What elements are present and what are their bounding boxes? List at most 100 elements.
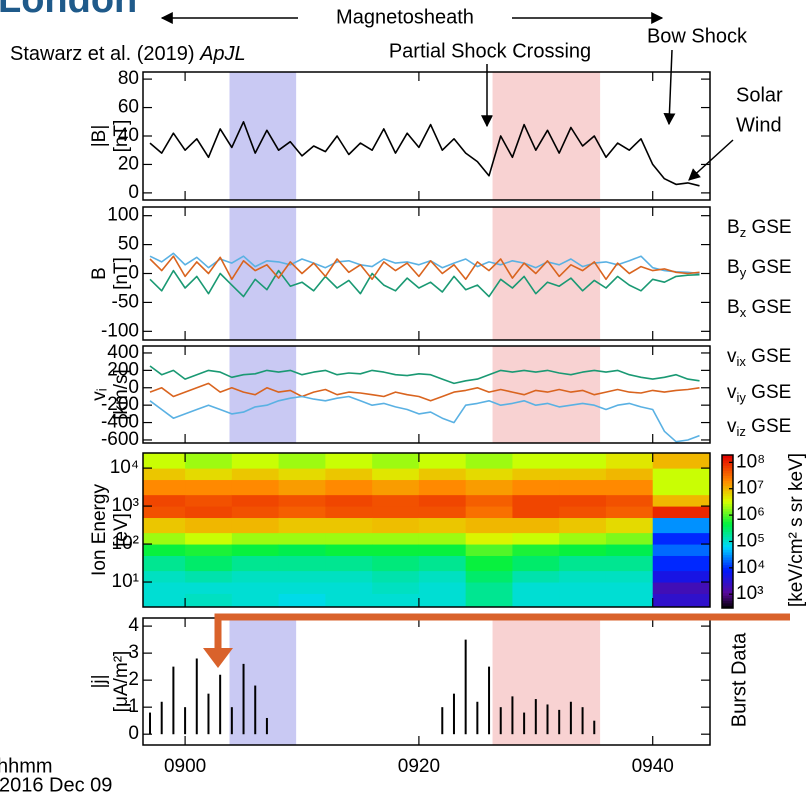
spectrogram-cell <box>185 453 233 469</box>
y-axis-label: [eV] <box>111 513 132 547</box>
y-tick-label: 4 <box>128 615 139 636</box>
y-tick-label: 40 <box>118 125 139 146</box>
y-tick-label: 2 <box>128 669 139 690</box>
spectrogram-cell <box>231 517 280 534</box>
spectrogram-cell <box>465 532 513 545</box>
spectrogram-cell <box>512 532 560 545</box>
x-tick-label: 0940 <box>632 756 674 777</box>
y-axis-label: [nT] <box>111 257 132 290</box>
spectrogram-cell <box>185 544 233 556</box>
spectrogram-cell <box>325 582 373 594</box>
panel <box>149 72 700 200</box>
series-line <box>149 395 700 443</box>
colorbar-swatch <box>722 559 733 563</box>
spectrogram-cell <box>652 582 710 594</box>
y-tick-label: 0 <box>128 263 139 284</box>
spectrogram-cell <box>372 532 420 545</box>
spectrogram-cell <box>605 468 654 481</box>
colorbar-swatch <box>722 508 733 512</box>
spectrogram-cell <box>278 593 326 607</box>
spectrogram-cell <box>605 544 654 556</box>
colorbar-swatch <box>722 562 733 566</box>
spectrogram-cell <box>143 532 186 545</box>
colorbar-swatch <box>722 585 733 589</box>
spectrogram-cell <box>231 479 280 496</box>
spectrogram-cell <box>325 494 373 507</box>
annotation-arrow <box>663 49 676 126</box>
spectrogram-cell <box>652 544 710 556</box>
annotation: Wind <box>736 114 782 136</box>
colorbar-swatch <box>722 577 733 581</box>
colorbar-swatch <box>722 462 733 466</box>
colorbar-swatch <box>722 485 733 489</box>
colorbar-tick-label: 10⁸ <box>736 451 765 472</box>
spectrogram-cell <box>512 479 560 496</box>
y-axis-label: [nT] <box>111 120 132 153</box>
colorbar-swatch <box>722 579 733 583</box>
spectrogram-cell <box>372 544 420 556</box>
spectrogram-cell <box>418 517 467 534</box>
colorbar-swatch <box>722 493 733 497</box>
spectrogram-cell <box>465 555 513 572</box>
spectrogram-cell <box>418 570 467 583</box>
colorbar-swatch <box>722 592 733 596</box>
spectrogram-cell <box>325 555 373 572</box>
colorbar-swatch <box>722 546 733 550</box>
spectrogram-cell <box>143 555 186 572</box>
spectrogram-cell <box>418 593 467 607</box>
legend-entry: viz GSE <box>727 416 791 439</box>
spectrogram-cell <box>143 570 186 583</box>
spectrogram-cell <box>325 517 373 534</box>
spectrogram-cell <box>418 582 467 594</box>
colorbar-swatch <box>722 500 733 504</box>
spectrogram-cell <box>418 506 467 519</box>
spectrogram-cell <box>512 582 560 594</box>
spectrogram-cell <box>418 479 467 496</box>
annotation: Bow Shock <box>647 25 748 47</box>
spectrogram-cell <box>512 517 560 534</box>
x-axis-label: hhmm <box>0 755 53 777</box>
colorbar-swatch <box>722 455 733 459</box>
spectrogram-cell <box>559 582 607 594</box>
spectrogram-cell <box>605 570 654 583</box>
spectrogram-cell <box>278 555 326 572</box>
spectrogram-cell <box>465 479 513 496</box>
y-tick-label: 100 <box>107 205 139 226</box>
spectrogram-cell <box>372 468 420 481</box>
x-tick-label: 0920 <box>398 756 440 777</box>
spectrogram-cell <box>652 453 710 469</box>
spectrogram-cell <box>652 570 710 583</box>
colorbar-swatch <box>722 549 733 553</box>
colorbar-swatch <box>722 572 733 576</box>
spectrogram-cell <box>278 517 326 534</box>
spectrogram-cell <box>418 453 467 469</box>
colorbar-swatch <box>722 600 733 604</box>
y-tick-label: -50 <box>112 291 139 312</box>
legend-entry: viy GSE <box>727 382 791 405</box>
colorbar-swatch <box>722 554 733 558</box>
colorbar-swatch <box>722 536 733 540</box>
panel <box>229 618 601 745</box>
y-tick-label: -400 <box>101 412 139 433</box>
spectrogram-cell <box>652 593 710 607</box>
colorbar-swatch <box>722 551 733 555</box>
highlight <box>229 72 297 200</box>
spectrogram-cell <box>231 570 280 583</box>
colorbar-swatch <box>722 475 733 479</box>
spectrogram-cell <box>605 517 654 534</box>
spectrogram-cell <box>278 582 326 594</box>
spectrogram-cell <box>325 532 373 545</box>
panel-frame <box>142 452 711 608</box>
colorbar-swatch <box>722 595 733 599</box>
colorbar-label: [keV/cm² s sr keV] <box>786 453 807 607</box>
series-line <box>149 382 700 402</box>
spectrogram-cell <box>559 468 607 481</box>
y-tick-label: 50 <box>118 234 139 255</box>
spectrogram-cell <box>278 532 326 545</box>
spectrogram-cell <box>652 517 710 534</box>
colorbar-swatch <box>722 465 733 469</box>
colorbar-swatch <box>722 539 733 543</box>
spectrogram-cell <box>559 506 607 519</box>
spectrogram-cell <box>185 506 233 519</box>
spectrogram-cell <box>559 532 607 545</box>
